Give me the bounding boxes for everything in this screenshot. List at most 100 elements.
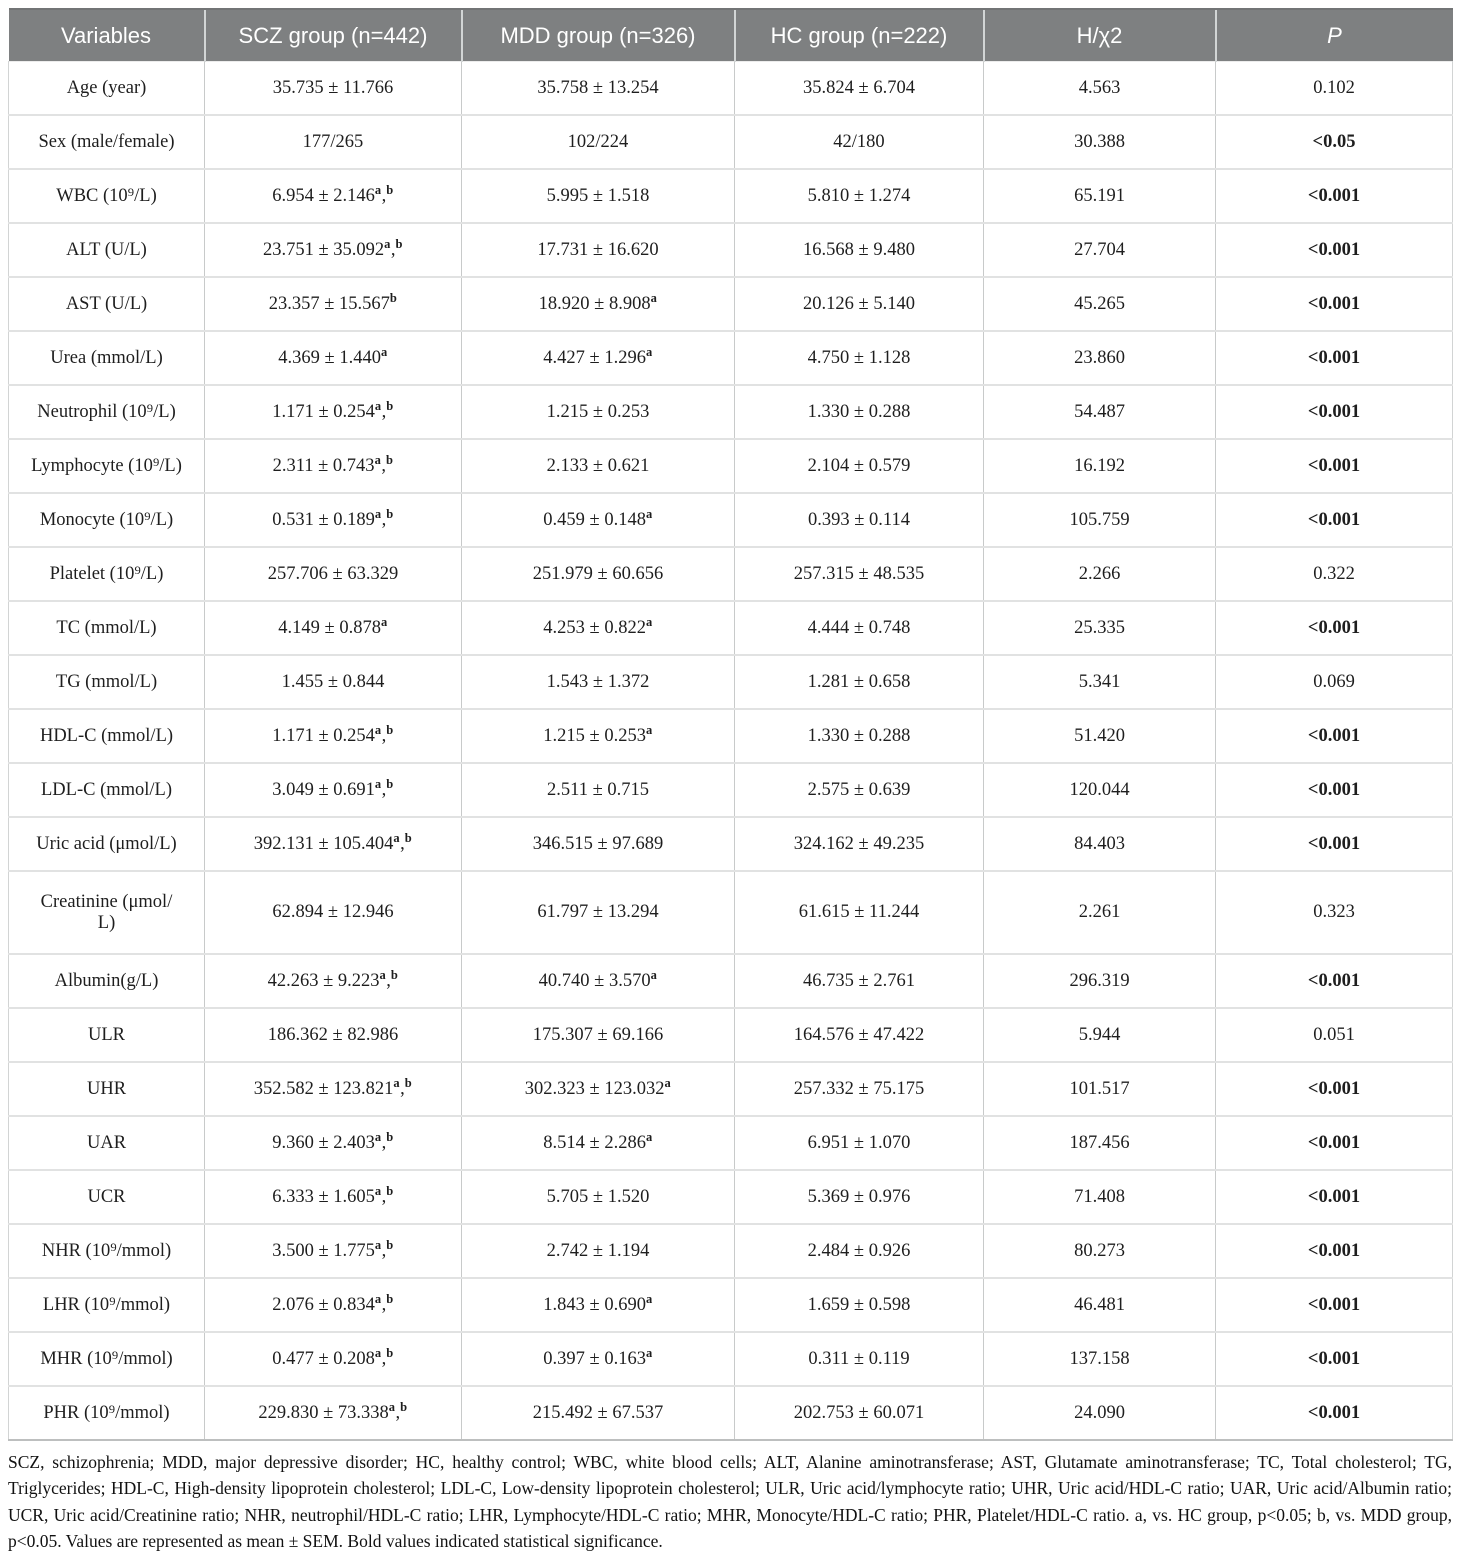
cell-hc-group: 2.575 ± 0.639 <box>734 763 984 818</box>
cell-hc-group: 61.615 ± 11.244 <box>734 871 984 955</box>
cell-mdd-group: 2.742 ± 1.194 <box>461 1224 735 1279</box>
variable-label: Neutrophil (10⁹/L) <box>8 385 205 440</box>
table-row: TC (mmol/L) 4.149 ± 0.878a 4.253 ± 0.822a 4… <box>8 601 1453 656</box>
table-row: UHR 352.582 ± 123.821a,b 302.323 ± 123.032… <box>8 1062 1453 1117</box>
cell-statistic: 5.944 <box>983 1008 1216 1063</box>
cell-pvalue: 0.051 <box>1215 1008 1453 1063</box>
table-row: Neutrophil (10⁹/L) 1.171 ± 0.254a,b 1.215 … <box>8 385 1453 440</box>
column-header-2: MDD group (n=326) <box>460 8 735 62</box>
cell-scz-group: 4.369 ± 1.440a <box>204 331 462 386</box>
cell-hc-group: 257.332 ± 75.175 <box>734 1062 984 1117</box>
cell-hc-group: 1.659 ± 0.598 <box>734 1278 984 1333</box>
table-row: ALT (U/L) 23.751 ± 35.092a,b 17.731 ± 16.6… <box>8 223 1453 278</box>
variable-label: PHR (10⁹/mmol) <box>8 1386 205 1441</box>
column-header-4: H/χ2 <box>982 8 1216 62</box>
cell-hc-group: 202.753 ± 60.071 <box>734 1386 984 1441</box>
cell-pvalue: 0.069 <box>1215 655 1453 710</box>
cell-statistic: 16.192 <box>983 439 1216 494</box>
cell-hc-group: 1.281 ± 0.658 <box>734 655 984 710</box>
table-row: Monocyte (10⁹/L) 0.531 ± 0.189a,b 0.459 ± … <box>8 493 1453 548</box>
table-row: TG (mmol/L) 1.455 ± 0.844 1.543 ± 1.372 1.2… <box>8 655 1453 710</box>
cell-pvalue: <0.001 <box>1215 817 1453 872</box>
cell-scz-group: 352.582 ± 123.821a,b <box>204 1062 462 1117</box>
cell-scz-group: 1.171 ± 0.254a,b <box>204 709 462 764</box>
cell-mdd-group: 4.253 ± 0.822a <box>461 601 735 656</box>
cell-mdd-group: 346.515 ± 97.689 <box>461 817 735 872</box>
variable-label: Monocyte (10⁹/L) <box>8 493 205 548</box>
cell-pvalue: <0.001 <box>1215 954 1453 1009</box>
table-row: Albumin(g/L) 42.263 ± 9.223a,b 40.740 ± 3.… <box>8 954 1453 1009</box>
table-row: LDL-C (mmol/L) 3.049 ± 0.691a,b 2.511 ± 0.… <box>8 763 1453 818</box>
variable-label: AST (U/L) <box>8 277 205 332</box>
cell-pvalue: <0.001 <box>1215 763 1453 818</box>
cell-hc-group: 257.315 ± 48.535 <box>734 547 984 602</box>
cell-hc-group: 0.311 ± 0.119 <box>734 1332 984 1387</box>
cell-scz-group: 3.049 ± 0.691a,b <box>204 763 462 818</box>
cell-hc-group: 4.444 ± 0.748 <box>734 601 984 656</box>
cell-pvalue: <0.001 <box>1215 1278 1453 1333</box>
cell-statistic: 45.265 <box>983 277 1216 332</box>
cell-pvalue: <0.001 <box>1215 439 1453 494</box>
cell-pvalue: 0.322 <box>1215 547 1453 602</box>
cell-scz-group: 9.360 ± 2.403a,b <box>204 1116 462 1171</box>
table-row: Uric acid (μmol/L) 392.131 ± 105.404a,b 34… <box>8 817 1453 872</box>
column-header-3: HC group (n=222) <box>733 8 984 62</box>
cell-pvalue: <0.001 <box>1215 277 1453 332</box>
cell-statistic: 120.044 <box>983 763 1216 818</box>
cell-pvalue: <0.001 <box>1215 1332 1453 1387</box>
cell-hc-group: 0.393 ± 0.114 <box>734 493 984 548</box>
variable-label: NHR (10⁹/mmol) <box>8 1224 205 1279</box>
variable-label: Platelet (10⁹/L) <box>8 547 205 602</box>
table-body: Age (year) 35.735 ± 11.766 35.758 ± 13.254… <box>8 61 1453 1441</box>
cell-pvalue: <0.001 <box>1215 1170 1453 1225</box>
column-header-1: SCZ group (n=442) <box>203 8 462 62</box>
cell-scz-group: 62.894 ± 12.946 <box>204 871 462 955</box>
variable-label: Lymphocyte (10⁹/L) <box>8 439 205 494</box>
cell-scz-group: 3.500 ± 1.775a,b <box>204 1224 462 1279</box>
cell-scz-group: 6.954 ± 2.146a,b <box>204 169 462 224</box>
cell-hc-group: 6.951 ± 1.070 <box>734 1116 984 1171</box>
variable-label: Age (year) <box>8 61 205 116</box>
cell-mdd-group: 1.843 ± 0.690a <box>461 1278 735 1333</box>
cell-statistic: 2.261 <box>983 871 1216 955</box>
cell-statistic: 25.335 <box>983 601 1216 656</box>
table-row: Creatinine (μmol/L) 62.894 ± 12.946 61.797… <box>8 871 1453 955</box>
cell-hc-group: 46.735 ± 2.761 <box>734 954 984 1009</box>
cell-hc-group: 5.369 ± 0.976 <box>734 1170 984 1225</box>
cell-statistic: 2.266 <box>983 547 1216 602</box>
cell-hc-group: 35.824 ± 6.704 <box>734 61 984 116</box>
cell-mdd-group: 1.543 ± 1.372 <box>461 655 735 710</box>
paper-table-page: Variables SCZ group (n=442) MDD group (n=3… <box>8 8 1453 1554</box>
table-row: Platelet (10⁹/L) 257.706 ± 63.329 251.979 … <box>8 547 1453 602</box>
cell-mdd-group: 2.133 ± 0.621 <box>461 439 735 494</box>
table-row: ULR 186.362 ± 82.986 175.307 ± 69.166 164.5… <box>8 1008 1453 1063</box>
cell-mdd-group: 61.797 ± 13.294 <box>461 871 735 955</box>
cell-statistic: 54.487 <box>983 385 1216 440</box>
cell-pvalue: 0.323 <box>1215 871 1453 955</box>
cell-scz-group: 0.531 ± 0.189a,b <box>204 493 462 548</box>
cell-scz-group: 2.076 ± 0.834a,b <box>204 1278 462 1333</box>
cell-mdd-group: 8.514 ± 2.286a <box>461 1116 735 1171</box>
cell-scz-group: 1.455 ± 0.844 <box>204 655 462 710</box>
cell-hc-group: 4.750 ± 1.128 <box>734 331 984 386</box>
variable-label: LHR (10⁹/mmol) <box>8 1278 205 1333</box>
cell-hc-group: 164.576 ± 47.422 <box>734 1008 984 1063</box>
cell-statistic: 5.341 <box>983 655 1216 710</box>
cell-mdd-group: 0.459 ± 0.148a <box>461 493 735 548</box>
cell-statistic: 84.403 <box>983 817 1216 872</box>
cell-scz-group: 392.131 ± 105.404a,b <box>204 817 462 872</box>
cell-pvalue: <0.001 <box>1215 1062 1453 1117</box>
cell-hc-group: 42/180 <box>734 115 984 170</box>
variable-label: UHR <box>8 1062 205 1117</box>
column-header-0: Variables <box>8 8 205 62</box>
clinical-characteristics-table: Variables SCZ group (n=442) MDD group (n=3… <box>8 8 1453 1441</box>
cell-hc-group: 2.104 ± 0.579 <box>734 439 984 494</box>
cell-mdd-group: 1.215 ± 0.253 <box>461 385 735 440</box>
cell-mdd-group: 35.758 ± 13.254 <box>461 61 735 116</box>
table-row: Lymphocyte (10⁹/L) 2.311 ± 0.743a,b 2.133 … <box>8 439 1453 494</box>
table-footnote: SCZ, schizophrenia; MDD, major depressiv… <box>8 1452 1452 1551</box>
cell-mdd-group: 17.731 ± 16.620 <box>461 223 735 278</box>
cell-scz-group: 6.333 ± 1.605a,b <box>204 1170 462 1225</box>
cell-statistic: 23.860 <box>983 331 1216 386</box>
cell-pvalue: <0.001 <box>1215 1386 1453 1441</box>
